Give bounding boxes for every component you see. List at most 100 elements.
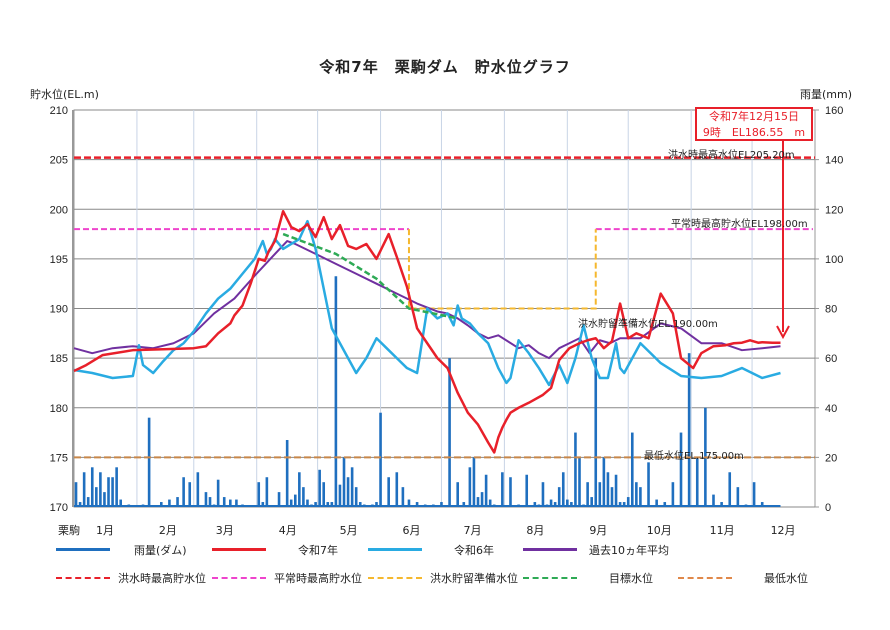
legend-label-r6: 令和6年 [454,544,494,557]
right-tick-label: 100 [825,254,843,266]
flood-max-label: 洪水時最高水位EL205.20m [668,150,795,161]
month-label: 5月 [339,524,358,537]
rain-bar [695,457,699,507]
legend-swatch-flood-max [56,577,110,579]
left-tick-label: 205 [50,155,68,167]
rain-bar [95,487,98,507]
rain-bar [586,482,589,507]
rain-bar [257,482,261,507]
rain-bar [204,492,208,507]
rain-bar [350,467,354,507]
legend-swatch-r6 [368,548,422,551]
x-axis-prefix: 栗駒 [58,524,80,537]
right-tick-label: 120 [825,204,843,216]
rain-bar [111,477,114,507]
left-tick-label: 210 [50,105,68,117]
rain-bar [346,477,350,507]
rain-bar [293,494,297,507]
rain-bar [277,492,281,507]
rain-bar [606,472,610,507]
avg10-line [73,240,781,360]
legend-swatch-avg10 [523,548,577,551]
rain-bar [86,497,90,507]
rain-bar [598,482,602,507]
rain-bar [639,487,642,507]
rain-bar [182,477,185,507]
rain-bar [188,482,192,507]
rain-bar [375,502,378,507]
rain-bar [401,487,405,507]
legend-label-r7: 令和7年 [298,544,338,557]
rain-bar [407,499,411,507]
legend: 雨量(ダム) 令和7年 令和6年 過去10ヵ年平均 洪水時最高貯水位 平常時最高… [0,542,890,592]
rain-bar [488,499,492,507]
rain-bar [476,497,480,507]
legend-label-avg10: 過去10ヵ年平均 [589,544,669,557]
flood-prep-line [407,229,597,310]
month-label: 9月 [589,524,608,537]
rain-bar [103,492,106,507]
rain-bar [622,502,626,507]
legend-label-flood-prep: 洪水貯留準備水位 [430,572,518,585]
callout-arrow-head [776,325,790,340]
rain-bar [99,472,102,507]
rain-bar [462,502,466,507]
rain-bar [90,467,94,507]
rain-bar [561,472,565,507]
rain-bar [285,440,289,507]
rain-bar [687,353,691,507]
rain-bar [456,482,459,507]
left-tick-label: 175 [50,452,68,464]
rain-bar [196,472,200,507]
chart-title: 令和7年 栗駒ダム 貯水位グラフ [319,58,571,76]
rain-bar [216,479,220,507]
rain-bar [306,499,309,507]
rain-bar [147,417,151,507]
rain-bar [635,482,638,507]
rain-bar [679,432,683,507]
legend-label-normal-max: 平常時最高貯水位 [274,572,362,585]
rain-bar [728,472,732,507]
left-axis-label: 貯水位(EL.m) [30,88,99,101]
rain-bar [760,502,764,507]
rain-bar [235,499,238,507]
right-tick-label: 40 [825,403,837,415]
left-tick-label: 170 [50,502,68,514]
rain-bar [415,502,419,507]
rain-bar [322,482,326,507]
rain-bar [557,487,561,507]
rain-bar [468,467,472,507]
rain-bar [298,472,301,507]
rain-bar [338,484,342,507]
rain-bar [736,487,740,507]
rain-bar [78,502,82,507]
right-tick-label: 80 [825,304,837,316]
legend-swatch-target [523,577,577,579]
rain-bar [501,472,504,507]
rain-bar [115,467,118,507]
rain-bar [594,358,598,507]
rain-bar [168,499,171,507]
rain-bar [379,412,382,507]
rain-bar [265,477,269,507]
right-tick-label: 140 [825,155,843,167]
month-label: 11月 [709,524,735,537]
legend-swatch-rain [56,548,110,551]
month-label: 6月 [402,524,421,537]
rain-bar [566,499,569,507]
rain-bar [553,502,557,507]
rain-bar [440,502,443,507]
rain-bar [480,492,484,507]
rain-bar [176,497,179,507]
rain-bar [222,497,226,507]
rain-bar [159,502,163,507]
rain-bar [655,499,658,507]
legend-swatch-r7 [212,548,266,551]
month-label: 2月 [158,524,177,537]
minimum-level-label: 最低水位EL.175.00m [644,451,744,462]
right-tick-label: 20 [825,452,837,464]
rain-bar [574,432,577,507]
rain-bar [533,502,537,507]
rain-bar [261,502,265,507]
legend-label-minimum: 最低水位 [764,572,808,585]
